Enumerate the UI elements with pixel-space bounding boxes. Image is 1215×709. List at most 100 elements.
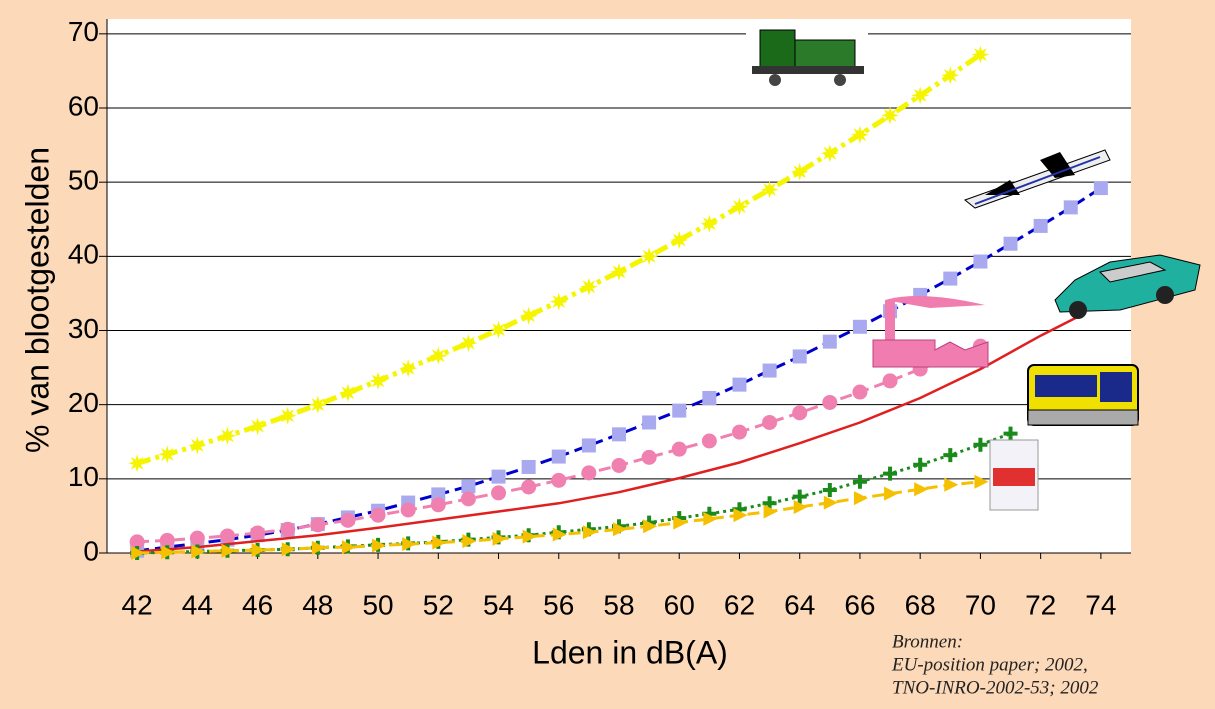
marker	[582, 525, 597, 540]
marker	[460, 491, 476, 507]
marker	[701, 433, 717, 449]
marker	[852, 319, 867, 334]
marker	[914, 482, 929, 497]
marker	[492, 531, 507, 546]
y-axis-label: % van blootgestelden	[19, 147, 55, 453]
marker	[913, 457, 928, 472]
marker	[461, 479, 476, 494]
marker	[883, 466, 898, 481]
marker	[822, 334, 837, 349]
marker	[188, 436, 207, 455]
marker	[189, 530, 205, 546]
marker	[763, 504, 778, 519]
marker	[462, 534, 477, 549]
marker	[973, 254, 988, 269]
marker	[823, 495, 838, 510]
marker	[250, 525, 266, 541]
x-tick-label: 50	[362, 589, 393, 620]
marker	[611, 457, 627, 473]
y-tick-label: 10	[68, 461, 99, 492]
x-tick-label: 70	[965, 589, 996, 620]
marker	[852, 384, 868, 400]
marker	[161, 545, 176, 560]
x-tick-label: 72	[1025, 589, 1056, 620]
x-tick-label: 58	[603, 589, 634, 620]
marker	[790, 162, 809, 181]
marker	[372, 538, 387, 553]
x-tick-label: 60	[664, 589, 695, 620]
marker	[338, 383, 357, 402]
marker	[551, 472, 567, 488]
car-icon	[1054, 254, 1201, 319]
marker	[1093, 181, 1108, 196]
y-tick-label: 70	[68, 16, 99, 47]
marker	[673, 515, 688, 530]
marker	[370, 507, 386, 523]
x-tick-label: 74	[1085, 589, 1116, 620]
marker	[762, 414, 778, 430]
marker	[613, 522, 627, 537]
plane-icon	[963, 149, 1111, 209]
marker	[218, 426, 237, 445]
marker	[308, 395, 327, 414]
marker	[281, 542, 296, 557]
marker	[852, 474, 867, 489]
marker	[432, 535, 447, 550]
marker	[581, 438, 596, 453]
marker	[731, 424, 747, 440]
y-tick-label: 60	[68, 90, 99, 121]
marker	[974, 474, 989, 489]
marker	[248, 417, 267, 436]
series-layer	[128, 45, 1108, 560]
marker	[640, 247, 659, 266]
y-tick-label: 20	[68, 387, 99, 418]
marker	[521, 459, 536, 474]
source-line: Bronnen:	[892, 631, 963, 652]
x-tick-label: 56	[543, 589, 574, 620]
train-icon	[746, 22, 868, 90]
marker	[850, 125, 869, 144]
marker	[128, 454, 147, 473]
marker	[522, 529, 537, 544]
marker	[670, 231, 689, 249]
marker	[822, 482, 837, 497]
marker	[158, 445, 177, 464]
marker	[549, 292, 568, 311]
marker	[399, 359, 418, 378]
marker	[251, 543, 266, 558]
marker	[219, 528, 235, 544]
source-line: EU-position paper; 2002,	[891, 654, 1088, 675]
marker	[551, 449, 566, 464]
marker	[760, 180, 779, 199]
x-tick-label: 42	[122, 589, 153, 620]
x-tick-label: 46	[242, 589, 273, 620]
marker	[491, 485, 507, 501]
marker	[793, 500, 808, 515]
marker	[459, 334, 478, 353]
marker	[703, 511, 718, 526]
marker	[792, 349, 807, 364]
marker	[642, 415, 657, 430]
marker	[700, 214, 719, 233]
marker	[853, 491, 868, 506]
marker	[1003, 236, 1018, 251]
marker	[612, 427, 626, 442]
marker	[1003, 426, 1018, 441]
series-line	[137, 311, 1087, 553]
x-tick-label: 66	[844, 589, 875, 620]
marker	[1063, 200, 1078, 215]
y-tick-label: 0	[83, 535, 99, 566]
marker	[131, 546, 146, 560]
marker	[944, 477, 959, 492]
factory-icon	[872, 296, 989, 368]
y-tick-label: 50	[68, 165, 99, 196]
marker	[552, 527, 567, 542]
tram-icon	[1027, 364, 1139, 426]
marker	[521, 479, 537, 495]
x-tick-label: 44	[182, 589, 213, 620]
marker	[730, 197, 749, 216]
marker	[129, 534, 145, 550]
source-line: TNO-INRO-2002-53; 2002	[892, 677, 1099, 698]
x-tick-label: 64	[784, 589, 815, 620]
